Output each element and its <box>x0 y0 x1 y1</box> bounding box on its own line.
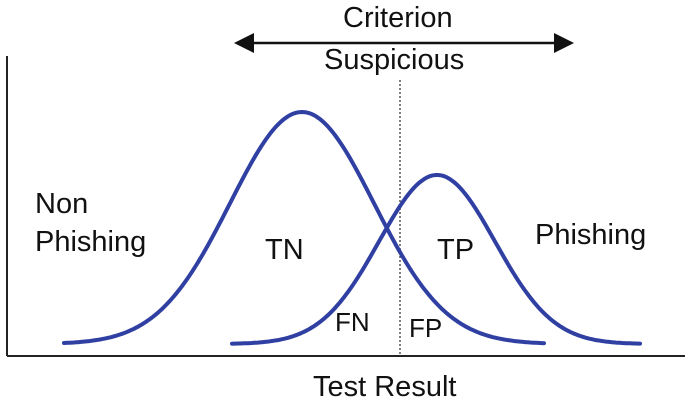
criterion-label: Criterion <box>343 2 453 34</box>
true-positive-label: TP <box>437 234 475 266</box>
true-negative-label: TN <box>265 234 304 266</box>
x-axis-label: Test Result <box>313 371 457 403</box>
false-positive-label: FP <box>409 313 443 343</box>
non-phishing-label-line1: Non <box>35 188 89 220</box>
suspicious-label: Suspicious <box>324 44 465 76</box>
phishing-distribution-curve <box>230 173 642 346</box>
phishing-label: Phishing <box>535 219 647 251</box>
false-negative-label: FN <box>335 307 370 337</box>
non-phishing-label-line2: Phishing <box>35 226 147 258</box>
non-phishing-distribution-curve <box>62 109 546 346</box>
